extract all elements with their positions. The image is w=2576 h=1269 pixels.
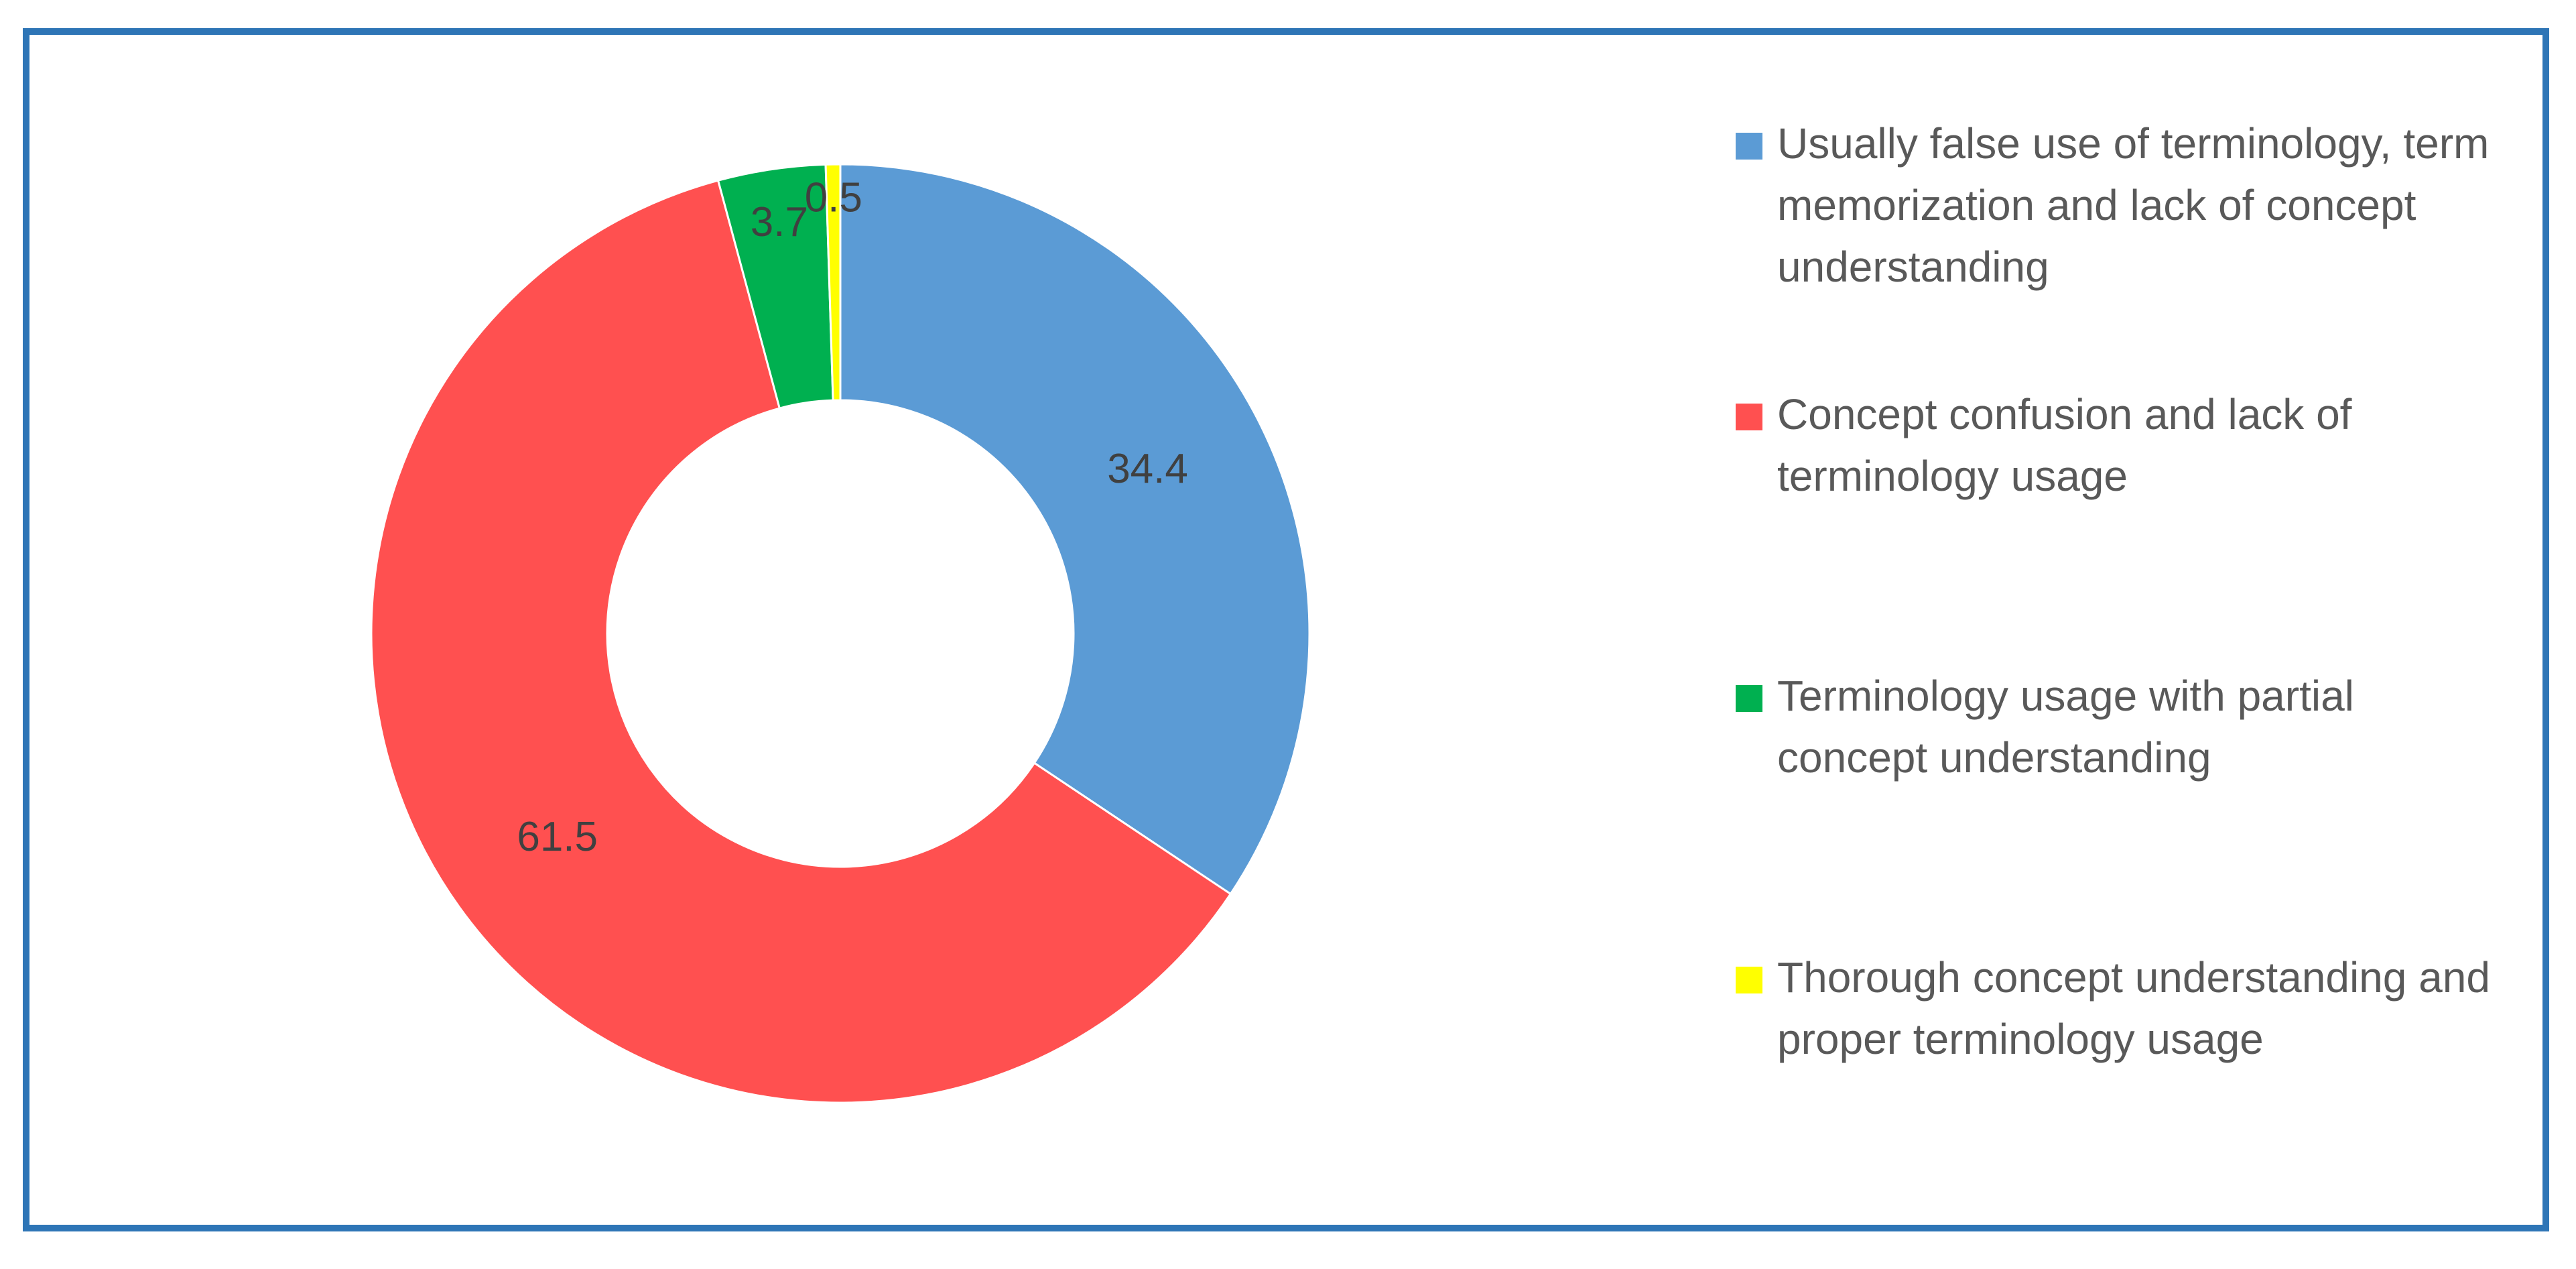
data-label: 61.5: [517, 814, 598, 860]
data-label: 0.5: [805, 175, 862, 221]
legend-swatch: [1736, 133, 1762, 160]
legend-label: Thorough concept understanding and prope…: [1777, 953, 2490, 1063]
legend-item: Usually false use of terminology, term m…: [1736, 113, 2506, 298]
data-labels: 34.4 61.5 3.70.5: [517, 175, 1188, 860]
donut-slice: [824, 163, 842, 402]
legend-label: Usually false use of terminology, term m…: [1777, 119, 2490, 291]
legend-item: Thorough concept understanding and prope…: [1736, 947, 2506, 1070]
donut-slice: [370, 179, 1232, 1104]
donut-slices: [370, 163, 1311, 1104]
data-label: 34.4: [1107, 446, 1188, 492]
legend-swatch: [1736, 685, 1762, 712]
donut-slice: [839, 163, 1311, 896]
chart-legend: Usually false use of terminology, term m…: [1736, 113, 2506, 1070]
data-label: 3.7: [751, 199, 808, 245]
legend-item: Terminology usage with partial concept u…: [1736, 665, 2506, 788]
legend-label: Concept confusion and lack of terminolog…: [1777, 390, 2352, 500]
legend-swatch: [1736, 967, 1762, 993]
legend-item: Concept confusion and lack of terminolog…: [1736, 383, 2506, 507]
legend-label: Terminology usage with partial concept u…: [1777, 672, 2354, 782]
legend-swatch: [1736, 404, 1762, 430]
